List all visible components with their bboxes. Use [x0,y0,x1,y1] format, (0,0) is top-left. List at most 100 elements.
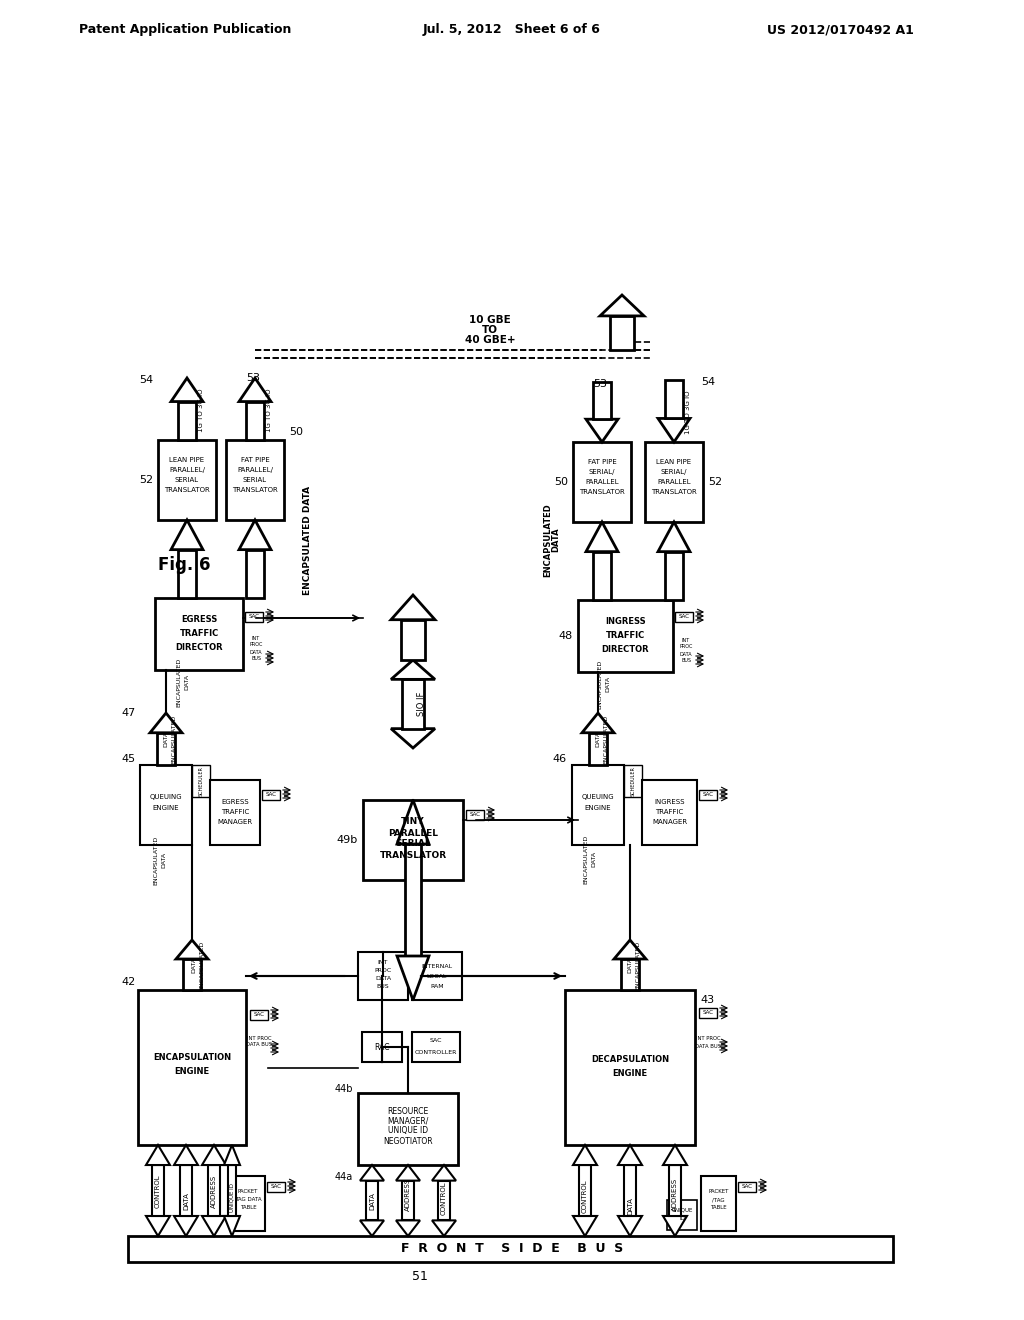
Text: DECAPSULATION: DECAPSULATION [591,1055,669,1064]
Bar [412,952,462,1001]
Text: RAM: RAM [430,983,443,989]
Polygon shape [396,1166,420,1180]
Bar [402,1180,414,1221]
Text: EGRESS: EGRESS [181,615,217,624]
Text: DATA: DATA [680,652,692,656]
Text: CONTROL: CONTROL [155,1175,161,1208]
Text: TRAFFIC: TRAFFIC [179,630,219,639]
Bar [262,789,280,800]
Polygon shape [239,378,271,401]
Text: QUEUING: QUEUING [582,795,614,800]
Polygon shape [586,420,618,442]
Polygon shape [663,1216,687,1236]
Text: ENCAPSULATED DATA: ENCAPSULATED DATA [303,486,312,594]
Text: ENCAPSULATED: ENCAPSULATED [597,660,602,709]
Bar [610,315,634,350]
Text: DATA: DATA [164,731,169,747]
Text: UNIQUE ID: UNIQUE ID [388,1126,428,1135]
Bar [593,381,610,420]
Polygon shape [239,520,271,549]
Polygon shape [397,800,429,843]
Text: ADDRESS: ADDRESS [406,1177,411,1210]
Bar [362,800,463,880]
Text: DATA: DATA [627,1197,633,1214]
Polygon shape [573,1216,597,1236]
Text: SERIAL: SERIAL [175,477,199,483]
Text: SCHEDULER: SCHEDULER [631,766,636,796]
Text: ENCAPSULATED: ENCAPSULATED [636,940,640,990]
Text: Jul. 5, 2012   Sheet 6 of 6: Jul. 5, 2012 Sheet 6 of 6 [423,24,601,37]
Text: 50: 50 [289,426,303,437]
Text: DATA BUS: DATA BUS [695,1044,721,1048]
Polygon shape [146,1144,170,1166]
Bar [667,1200,697,1230]
Text: PROC: PROC [679,644,692,649]
Text: PACKET: PACKET [238,1189,258,1195]
Bar [666,380,683,418]
Polygon shape [146,1216,170,1236]
Text: ENGINE: ENGINE [612,1069,647,1078]
Bar [226,440,284,520]
Text: SAC: SAC [430,1039,442,1044]
Text: DATA: DATA [369,1192,375,1210]
Bar [250,1010,268,1020]
Polygon shape [582,713,614,733]
Polygon shape [658,521,690,552]
Polygon shape [171,378,203,401]
Bar [358,1093,458,1166]
Polygon shape [360,1221,384,1236]
Text: SERIAL/: SERIAL/ [589,469,615,475]
Text: 52: 52 [708,477,722,487]
Bar [642,780,697,845]
Bar [578,601,673,672]
Text: PARALLEL: PARALLEL [388,829,438,837]
Polygon shape [432,1221,456,1236]
Text: SAC: SAC [249,615,259,619]
Text: DATA: DATA [596,731,600,747]
Text: TRANSLATOR: TRANSLATOR [164,487,210,492]
Text: ID: ID [679,1217,685,1221]
Bar [178,549,196,598]
Text: INT PROC: INT PROC [695,1035,720,1040]
Text: MANAGER/: MANAGER/ [387,1117,429,1126]
Text: TRANSLATOR: TRANSLATOR [380,850,446,859]
Text: /TAG: /TAG [712,1197,725,1203]
Text: ENCAPSULATED: ENCAPSULATED [544,503,553,577]
Text: DATA: DATA [184,675,189,690]
Text: DATA: DATA [162,851,167,869]
Text: 47: 47 [122,708,136,718]
Bar [412,1032,460,1063]
Text: TABLE: TABLE [240,1205,256,1210]
Text: 54: 54 [701,378,715,387]
Polygon shape [663,1144,687,1166]
Text: SERIAL: SERIAL [243,477,267,483]
Polygon shape [391,729,435,748]
Bar [699,789,717,800]
Text: FAT PIPE: FAT PIPE [588,459,616,465]
Polygon shape [171,520,203,549]
Bar [402,680,424,729]
Text: MANAGER: MANAGER [652,820,687,825]
Polygon shape [174,1144,198,1166]
Text: ENGINE: ENGINE [174,1067,210,1076]
Text: ENCAPSULATED: ENCAPSULATED [603,714,608,764]
Text: BUS: BUS [681,659,691,664]
Text: INT PROC: INT PROC [247,1035,271,1040]
Polygon shape [202,1144,226,1166]
Text: US 2012/0170492 A1: US 2012/0170492 A1 [767,24,913,37]
Text: 43: 43 [700,995,714,1005]
Text: PACKET: PACKET [709,1189,729,1195]
Bar [573,442,631,521]
Bar [228,1166,236,1216]
Polygon shape [202,1216,226,1236]
Bar [231,1176,265,1232]
Text: CONTROLLER: CONTROLLER [415,1051,457,1056]
Bar [158,733,175,766]
Bar [128,1236,893,1262]
Text: LEAN PIPE: LEAN PIPE [169,457,205,463]
Text: ENCAPSULATED: ENCAPSULATED [176,657,181,706]
Polygon shape [618,1216,642,1236]
Bar [158,440,216,520]
Text: RESOURCE: RESOURCE [387,1106,429,1115]
Text: ENCAPSULATED: ENCAPSULATED [200,940,205,990]
